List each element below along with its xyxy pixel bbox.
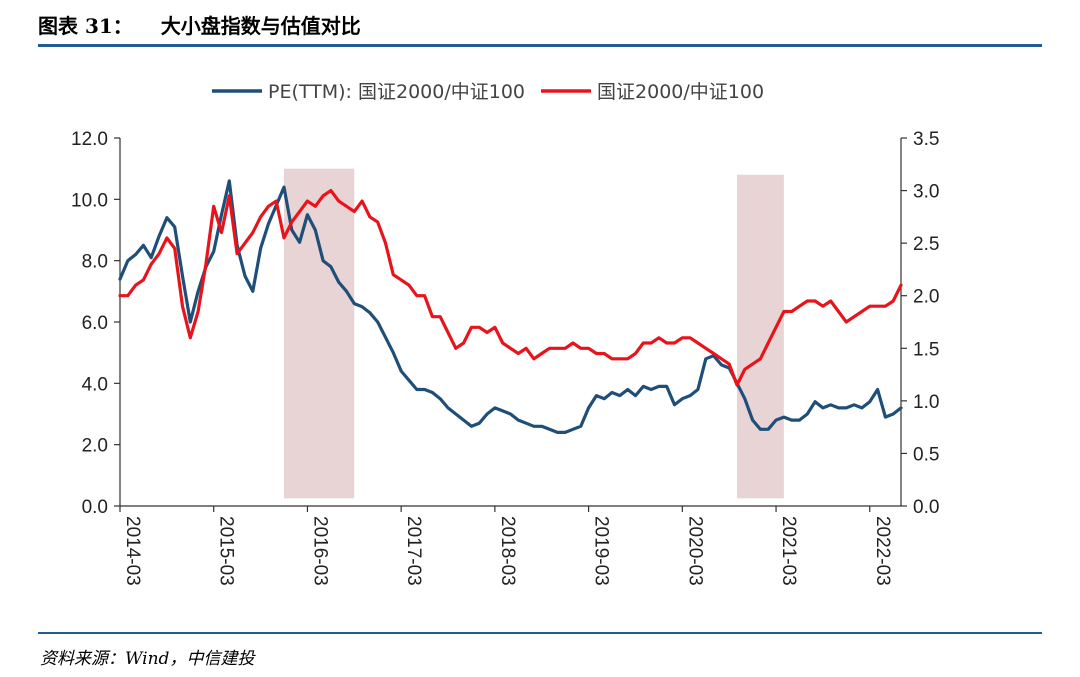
figure-number: 图表 31： [38,14,133,38]
x-tick-label: 2022-03 [872,516,893,586]
right-tick-label: 3.5 [913,129,939,150]
x-tick-label: 2019-03 [591,516,612,586]
x-tick-label: 2016-03 [309,516,330,586]
figure-title: 图表 31： 大小盘指数与估值对比 [38,10,361,39]
x-tick-label: 2015-03 [216,516,237,586]
chart-series [118,179,903,434]
left-tick-label: 8.0 [82,252,108,273]
left-tick-label: 0.0 [82,497,108,518]
series-line [118,179,903,434]
x-tick-label: 2018-03 [497,516,518,586]
right-tick-label: 0.0 [913,497,939,518]
x-tick-label: 2017-03 [403,516,424,586]
left-tick-label: 12.0 [71,129,108,150]
right-tick-label: 0.5 [913,444,939,465]
legend-label: 国证2000/中证100 [597,81,764,103]
x-tick-label: 2021-03 [778,516,799,586]
right-tick-label: 3.0 [913,182,939,203]
x-tick-label: 2020-03 [684,516,705,586]
shaded-periods [284,168,784,499]
legend-label: PE(TTM): 国证2000/中证100 [268,81,525,103]
left-tick-label: 6.0 [82,313,108,334]
left-tick-label: 4.0 [82,374,108,395]
shaded-period [736,174,784,499]
right-tick-label: 2.0 [913,287,939,308]
left-tick-label: 2.0 [82,436,108,457]
figure-title-text: 大小盘指数与估值对比 [160,14,361,38]
right-tick-label: 2.5 [913,234,939,255]
right-tick-label: 1.0 [913,392,939,413]
shaded-period [284,168,355,499]
source-note: 资料来源：Wind，中信建投 [40,649,255,669]
chart-legend: PE(TTM): 国证2000/中证100 国证2000/中证100 [212,81,764,103]
right-tick-label: 1.5 [913,339,939,360]
x-tick-label: 2014-03 [122,516,143,586]
series-line [118,189,903,387]
title-rule [38,44,1042,47]
chart: 0.0 2.0 4.0 6.0 8.0 10.0 12.0 0.0 0.5 1.0 1.5 2.0 2.… [71,81,939,586]
chart-axes: 0.0 2.0 4.0 6.0 8.0 10.0 12.0 0.0 0.5 1.0 1.5 2.0 2.… [71,129,939,586]
source-rule [38,632,1042,634]
left-tick-label: 10.0 [71,190,108,211]
